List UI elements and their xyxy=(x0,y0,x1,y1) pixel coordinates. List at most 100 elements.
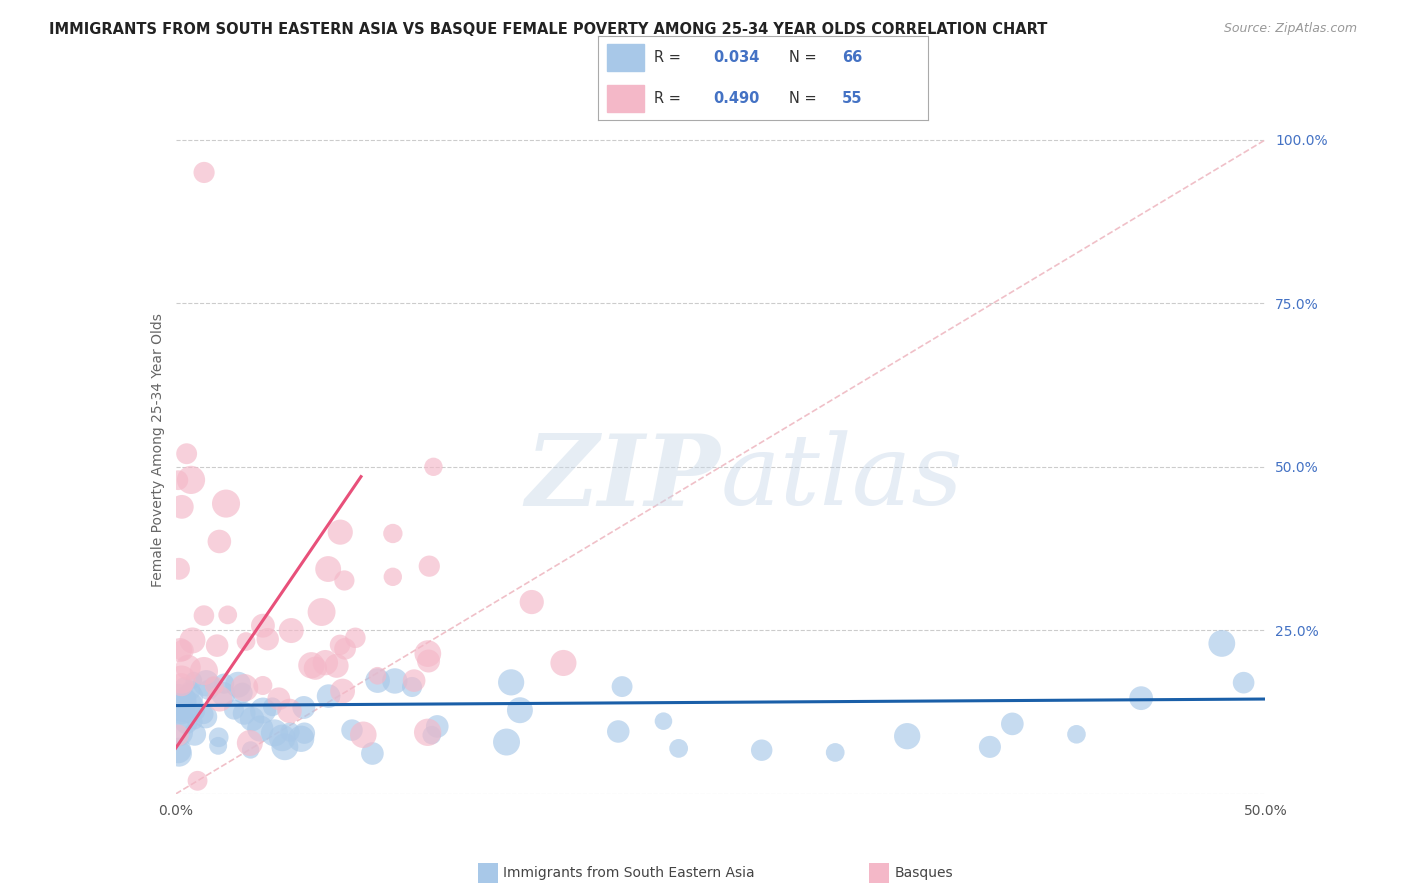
Point xyxy=(167,695,190,709)
Point xyxy=(212,687,235,701)
Text: N =: N = xyxy=(789,50,821,65)
Point xyxy=(207,739,229,753)
Point xyxy=(271,731,294,745)
Point xyxy=(167,747,190,761)
Point xyxy=(361,747,384,761)
Point xyxy=(607,724,630,739)
Point xyxy=(751,743,773,757)
Point xyxy=(172,643,194,657)
Point xyxy=(235,634,257,648)
Point xyxy=(333,641,356,656)
Point xyxy=(179,690,201,704)
Point xyxy=(193,664,215,678)
Point xyxy=(208,731,231,745)
Text: 0.490: 0.490 xyxy=(713,91,759,106)
Point xyxy=(170,673,193,687)
Point xyxy=(280,624,302,638)
Point xyxy=(170,698,193,712)
Point xyxy=(197,682,219,697)
Point xyxy=(194,710,217,724)
Point xyxy=(169,643,191,657)
Point xyxy=(610,680,633,694)
Point xyxy=(292,700,315,714)
Point xyxy=(1066,727,1088,741)
Point xyxy=(311,605,333,619)
Point xyxy=(167,743,190,757)
Point xyxy=(520,595,543,609)
Point xyxy=(183,727,205,741)
Point xyxy=(332,684,354,698)
Point xyxy=(193,165,215,179)
Point xyxy=(1001,717,1024,731)
Point xyxy=(401,680,423,694)
Text: Source: ZipAtlas.com: Source: ZipAtlas.com xyxy=(1223,22,1357,36)
Point xyxy=(979,739,1001,754)
Text: Immigrants from South Eastern Asia: Immigrants from South Eastern Asia xyxy=(503,866,755,880)
Point xyxy=(180,683,202,698)
Point xyxy=(509,703,531,717)
Point xyxy=(418,559,440,574)
Point xyxy=(501,675,523,690)
Point xyxy=(195,676,218,690)
Point xyxy=(495,735,517,749)
Point xyxy=(233,681,256,695)
Point xyxy=(299,658,322,673)
Point xyxy=(173,680,195,694)
Point xyxy=(329,525,352,540)
Point xyxy=(344,631,367,645)
Point xyxy=(193,707,215,722)
Point xyxy=(176,447,198,461)
Point xyxy=(180,473,202,487)
Point xyxy=(316,562,339,576)
Point xyxy=(325,658,347,673)
Point xyxy=(186,773,209,788)
Point xyxy=(290,731,312,746)
Text: R =: R = xyxy=(654,50,685,65)
Text: N =: N = xyxy=(789,91,821,106)
Point xyxy=(256,632,278,647)
Point xyxy=(208,691,231,706)
Text: 55: 55 xyxy=(842,91,862,106)
Point xyxy=(314,656,336,670)
Point xyxy=(208,534,231,549)
Point xyxy=(173,692,195,706)
Point xyxy=(167,562,190,576)
Point xyxy=(384,673,406,688)
Point xyxy=(381,570,404,584)
Point xyxy=(239,743,262,757)
Point xyxy=(177,660,200,674)
Point xyxy=(292,726,315,740)
Point xyxy=(174,715,197,730)
Point xyxy=(226,678,249,692)
Point xyxy=(233,706,256,721)
Bar xyxy=(607,44,644,71)
Point xyxy=(278,704,301,718)
Point xyxy=(170,705,193,719)
Point xyxy=(252,704,274,718)
Point xyxy=(170,500,193,514)
Point xyxy=(184,714,207,729)
Y-axis label: Female Poverty Among 25-34 Year Olds: Female Poverty Among 25-34 Year Olds xyxy=(150,313,165,588)
Point xyxy=(416,725,439,739)
Point xyxy=(201,677,224,691)
Point xyxy=(252,618,274,632)
Point xyxy=(252,678,274,692)
Point xyxy=(381,526,404,541)
Point xyxy=(366,669,388,683)
Point xyxy=(177,700,200,714)
Text: R =: R = xyxy=(654,91,685,106)
Point xyxy=(367,673,389,688)
Text: IMMIGRANTS FROM SOUTH EASTERN ASIA VS BASQUE FEMALE POVERTY AMONG 25-34 YEAR OLD: IMMIGRANTS FROM SOUTH EASTERN ASIA VS BA… xyxy=(49,22,1047,37)
Point xyxy=(183,673,205,687)
Point xyxy=(896,729,918,743)
Point xyxy=(217,607,239,622)
Point xyxy=(186,705,208,719)
Point xyxy=(418,654,440,668)
Text: Basques: Basques xyxy=(894,866,953,880)
Text: ZIP: ZIP xyxy=(526,430,721,526)
Point xyxy=(426,719,449,733)
Point xyxy=(240,712,263,726)
Point xyxy=(824,746,846,760)
Point xyxy=(416,647,439,661)
Point xyxy=(304,661,326,675)
